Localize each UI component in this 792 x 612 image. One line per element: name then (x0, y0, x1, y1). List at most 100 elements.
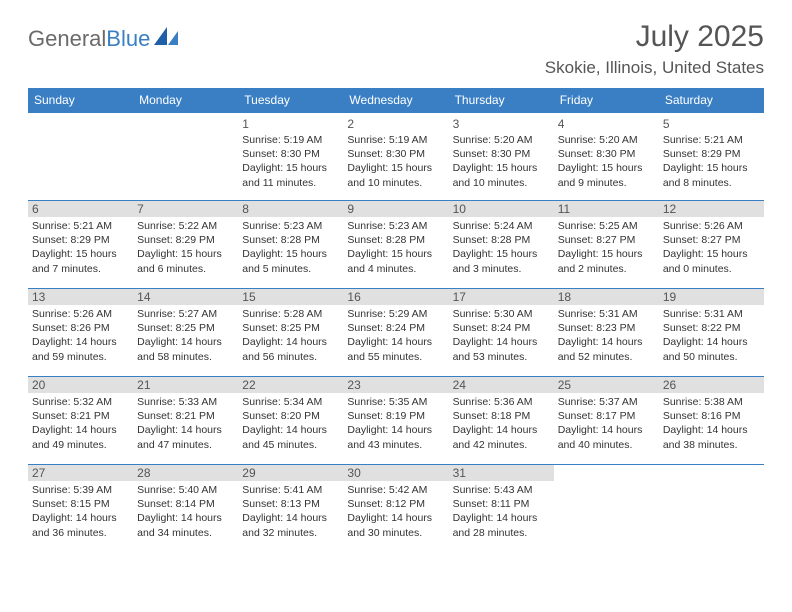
daylight-text-1: Daylight: 14 hours (242, 511, 339, 525)
day-number: 27 (28, 465, 133, 481)
day-cell: 9 Sunrise: 5:23 AMSunset: 8:28 PMDaylight… (343, 201, 448, 289)
sunrise-text: Sunrise: 5:21 AM (32, 219, 129, 233)
day-header: Friday (554, 88, 659, 113)
day-cell: 22Sunrise: 5:34 AMSunset: 8:20 PMDayligh… (238, 377, 343, 465)
sunset-text: Sunset: 8:18 PM (453, 409, 550, 423)
daylight-text-2: and 3 minutes. (453, 262, 550, 276)
sunrise-text: Sunrise: 5:19 AM (347, 133, 444, 147)
day-cell: 14Sunrise: 5:27 AMSunset: 8:25 PMDayligh… (133, 289, 238, 377)
sunrise-text: Sunrise: 5:41 AM (242, 483, 339, 497)
sunset-text: Sunset: 8:25 PM (137, 321, 234, 335)
logo-text-general: General (28, 26, 106, 52)
sunset-text: Sunset: 8:23 PM (558, 321, 655, 335)
sunrise-text: Sunrise: 5:23 AM (347, 219, 444, 233)
sunrise-text: Sunrise: 5:34 AM (242, 395, 339, 409)
day-cell: 11Sunrise: 5:25 AMSunset: 8:27 PMDayligh… (554, 201, 659, 289)
daylight-text-1: Daylight: 14 hours (32, 335, 129, 349)
daylight-text-1: Daylight: 15 hours (242, 161, 339, 175)
daylight-text-2: and 8 minutes. (663, 176, 760, 190)
day-info: Sunrise: 5:26 AMSunset: 8:26 PMDaylight:… (32, 307, 129, 364)
sunrise-text: Sunrise: 5:22 AM (137, 219, 234, 233)
day-info: Sunrise: 5:27 AMSunset: 8:25 PMDaylight:… (137, 307, 234, 364)
day-info: Sunrise: 5:19 AMSunset: 8:30 PMDaylight:… (242, 133, 339, 190)
day-number: 8 (238, 201, 343, 217)
empty-cell (28, 113, 133, 201)
day-cell: 10Sunrise: 5:24 AMSunset: 8:28 PMDayligh… (449, 201, 554, 289)
sunrise-text: Sunrise: 5:25 AM (558, 219, 655, 233)
sunset-text: Sunset: 8:30 PM (558, 147, 655, 161)
header: General Blue July 2025 Skokie, Illinois,… (28, 20, 764, 78)
day-info: Sunrise: 5:28 AMSunset: 8:25 PMDaylight:… (242, 307, 339, 364)
daylight-text-2: and 56 minutes. (242, 350, 339, 364)
day-cell: 31Sunrise: 5:43 AMSunset: 8:11 PMDayligh… (449, 465, 554, 553)
daylight-text-2: and 32 minutes. (242, 526, 339, 540)
sunset-text: Sunset: 8:29 PM (137, 233, 234, 247)
sunrise-text: Sunrise: 5:37 AM (558, 395, 655, 409)
daylight-text-1: Daylight: 14 hours (453, 423, 550, 437)
day-cell: 20Sunrise: 5:32 AMSunset: 8:21 PMDayligh… (28, 377, 133, 465)
day-cell: 12Sunrise: 5:26 AMSunset: 8:27 PMDayligh… (659, 201, 764, 289)
calendar-row: 1Sunrise: 5:19 AMSunset: 8:30 PMDaylight… (28, 113, 764, 201)
page: General Blue July 2025 Skokie, Illinois,… (0, 0, 792, 612)
daylight-text-2: and 36 minutes. (32, 526, 129, 540)
daylight-text-1: Daylight: 14 hours (663, 423, 760, 437)
sunset-text: Sunset: 8:22 PM (663, 321, 760, 335)
daylight-text-2: and 45 minutes. (242, 438, 339, 452)
daylight-text-2: and 28 minutes. (453, 526, 550, 540)
sunrise-text: Sunrise: 5:38 AM (663, 395, 760, 409)
sunset-text: Sunset: 8:14 PM (137, 497, 234, 511)
day-info: Sunrise: 5:39 AMSunset: 8:15 PMDaylight:… (32, 483, 129, 540)
day-cell: 6 Sunrise: 5:21 AMSunset: 8:29 PMDaylight… (28, 201, 133, 289)
day-info: Sunrise: 5:21 AMSunset: 8:29 PMDaylight:… (663, 133, 760, 190)
day-cell: 18Sunrise: 5:31 AMSunset: 8:23 PMDayligh… (554, 289, 659, 377)
daylight-text-2: and 47 minutes. (137, 438, 234, 452)
daylight-text-1: Daylight: 14 hours (558, 335, 655, 349)
day-info: Sunrise: 5:41 AMSunset: 8:13 PMDaylight:… (242, 483, 339, 540)
sunset-text: Sunset: 8:24 PM (347, 321, 444, 335)
sunrise-text: Sunrise: 5:32 AM (32, 395, 129, 409)
daylight-text-1: Daylight: 14 hours (137, 511, 234, 525)
daylight-text-2: and 50 minutes. (663, 350, 760, 364)
day-number: 22 (238, 377, 343, 393)
day-info: Sunrise: 5:21 AMSunset: 8:29 PMDaylight:… (32, 219, 129, 276)
day-number: 21 (133, 377, 238, 393)
sunrise-text: Sunrise: 5:26 AM (32, 307, 129, 321)
daylight-text-2: and 2 minutes. (558, 262, 655, 276)
logo-text-blue: Blue (106, 26, 150, 52)
sunrise-text: Sunrise: 5:19 AM (242, 133, 339, 147)
sunset-text: Sunset: 8:19 PM (347, 409, 444, 423)
calendar-row: 27 Sunrise: 5:39 AMSunset: 8:15 PMDayligh… (28, 465, 764, 553)
sunset-text: Sunset: 8:30 PM (453, 147, 550, 161)
sunrise-text: Sunrise: 5:27 AM (137, 307, 234, 321)
day-number: 28 (133, 465, 238, 481)
day-cell: 7Sunrise: 5:22 AMSunset: 8:29 PMDaylight… (133, 201, 238, 289)
sunset-text: Sunset: 8:30 PM (242, 147, 339, 161)
sunrise-text: Sunrise: 5:26 AM (663, 219, 760, 233)
daylight-text-2: and 10 minutes. (453, 176, 550, 190)
day-info: Sunrise: 5:29 AMSunset: 8:24 PMDaylight:… (347, 307, 444, 364)
daylight-text-1: Daylight: 15 hours (663, 247, 760, 261)
day-info: Sunrise: 5:40 AMSunset: 8:14 PMDaylight:… (137, 483, 234, 540)
day-number: 6 (28, 201, 133, 217)
daylight-text-1: Daylight: 14 hours (663, 335, 760, 349)
day-cell: 15Sunrise: 5:28 AMSunset: 8:25 PMDayligh… (238, 289, 343, 377)
day-info: Sunrise: 5:23 AMSunset: 8:28 PMDaylight:… (347, 219, 444, 276)
daylight-text-1: Daylight: 14 hours (347, 423, 444, 437)
day-cell: 1Sunrise: 5:19 AMSunset: 8:30 PMDaylight… (238, 113, 343, 201)
daylight-text-1: Daylight: 14 hours (347, 335, 444, 349)
day-header: Saturday (659, 88, 764, 113)
empty-cell (554, 465, 659, 553)
day-cell: 5Sunrise: 5:21 AMSunset: 8:29 PMDaylight… (659, 113, 764, 201)
daylight-text-2: and 55 minutes. (347, 350, 444, 364)
day-number: 20 (28, 377, 133, 393)
day-number: 29 (238, 465, 343, 481)
daylight-text-2: and 49 minutes. (32, 438, 129, 452)
day-number: 9 (343, 201, 448, 217)
daylight-text-2: and 38 minutes. (663, 438, 760, 452)
daylight-text-2: and 9 minutes. (558, 176, 655, 190)
day-number: 4 (558, 117, 655, 131)
daylight-text-1: Daylight: 14 hours (137, 423, 234, 437)
sunrise-text: Sunrise: 5:30 AM (453, 307, 550, 321)
day-header: Sunday (28, 88, 133, 113)
daylight-text-1: Daylight: 15 hours (32, 247, 129, 261)
